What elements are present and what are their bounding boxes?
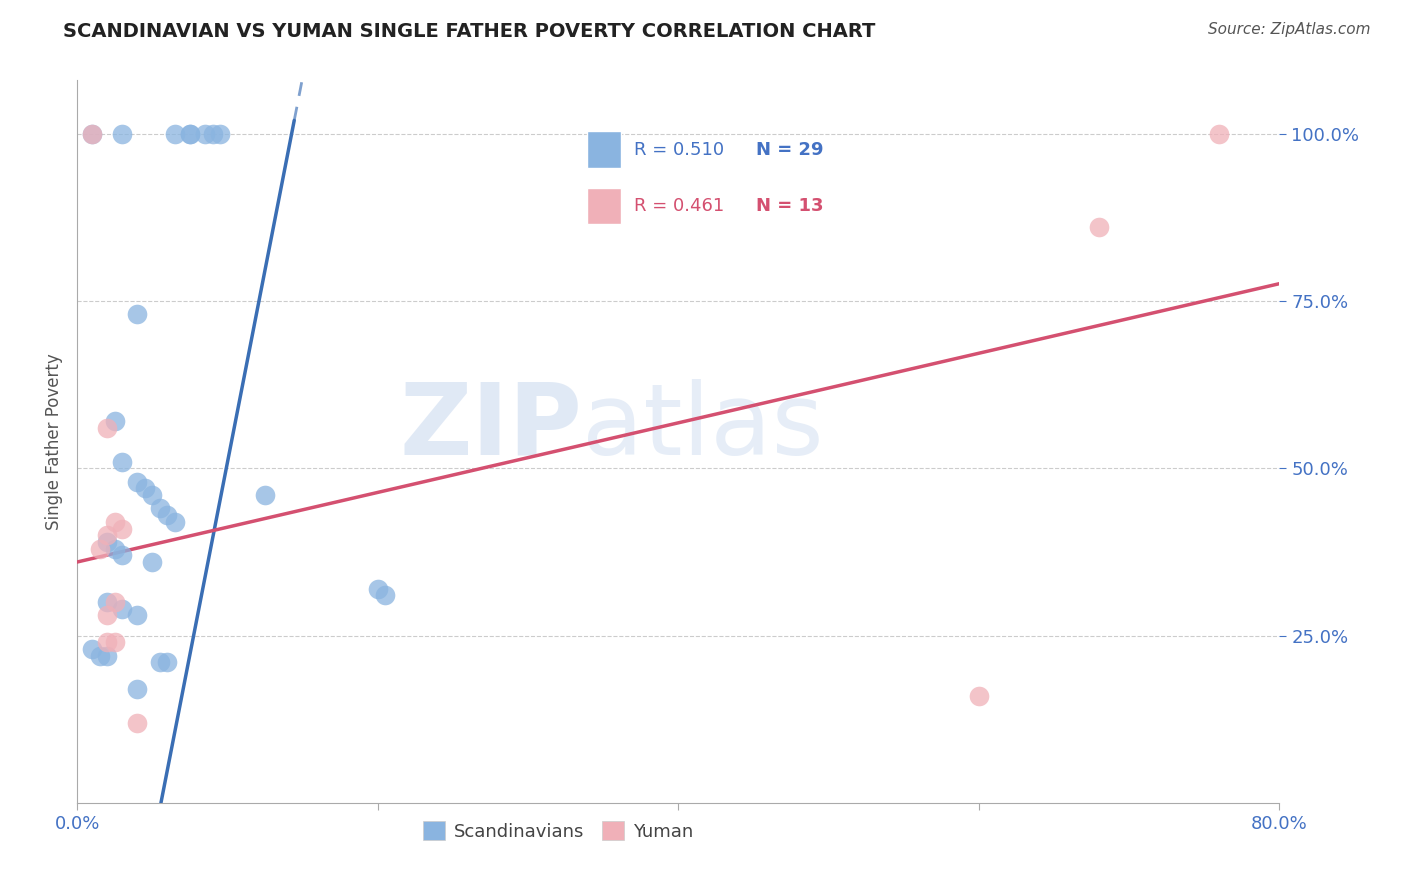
Point [104,635,127,649]
Point [179,127,201,141]
Point [82,642,104,657]
Point [82,127,104,141]
Point [127,608,149,623]
Point [1088,220,1111,235]
Point [96,608,118,623]
Point [104,595,127,609]
Point [89,648,111,663]
Point [127,307,149,322]
Point [209,127,232,141]
Point [127,715,149,730]
Point [134,482,156,496]
Point [201,127,224,141]
Point [111,548,134,563]
Point [127,681,149,696]
Point [104,414,127,429]
Text: Source: ZipAtlas.com: Source: ZipAtlas.com [1208,22,1371,37]
Point [127,475,149,489]
Point [194,127,217,141]
Point [163,127,186,141]
Point [111,602,134,616]
Point [82,127,104,141]
Point [104,515,127,529]
Point [141,488,163,502]
Point [141,555,163,569]
Point [374,589,396,603]
Point [149,655,172,669]
Point [111,127,134,141]
Y-axis label: Single Father Poverty: Single Father Poverty [45,353,63,530]
Point [1208,127,1230,141]
Point [179,127,201,141]
Text: SCANDINAVIAN VS YUMAN SINGLE FATHER POVERTY CORRELATION CHART: SCANDINAVIAN VS YUMAN SINGLE FATHER POVE… [63,22,876,41]
Point [367,582,389,596]
Point [89,541,111,556]
Point [96,595,118,609]
Point [104,541,127,556]
Point [96,534,118,549]
Point [96,528,118,542]
Point [156,655,179,669]
Text: ZIP: ZIP [399,378,582,475]
Legend: Scandinavians, Yuman: Scandinavians, Yuman [416,814,700,848]
Point [163,515,186,529]
Point [156,508,179,523]
Point [967,689,990,703]
Point [96,635,118,649]
Point [96,421,118,435]
Text: atlas: atlas [582,378,824,475]
Point [149,501,172,516]
Point [111,521,134,535]
Point [96,648,118,663]
Point [254,488,277,502]
Point [111,455,134,469]
